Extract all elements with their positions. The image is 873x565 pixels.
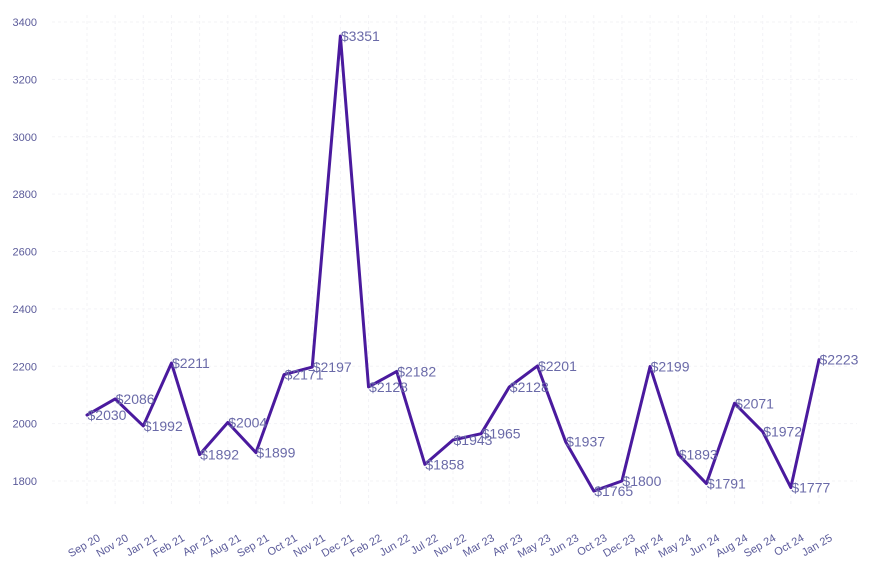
data-label: $1858 [425,456,464,472]
data-label: $1777 [791,480,830,496]
x-tick-label: Sep 21 [235,532,271,560]
data-label: $2004 [228,414,267,430]
x-tick-label: Jun 23 [547,532,582,559]
x-tick-label: Sep 24 [742,532,778,560]
x-tick-label: Nov 20 [94,532,130,560]
grid-lines [52,15,857,505]
x-tick-label: May 23 [516,532,553,560]
y-tick-label: 2800 [13,189,37,201]
y-tick-label: 2200 [13,361,37,373]
data-label: $1992 [144,418,183,434]
data-label: $2030 [88,407,127,423]
data-label: $1965 [482,426,521,442]
data-label: $2197 [313,359,352,375]
y-axis-ticks: 1800 2000 2200 2400 2600 2800 3000 3200 3400 [13,17,37,488]
data-label: $2182 [397,363,436,379]
data-label: $1899 [256,445,295,461]
data-label: $1972 [763,424,802,440]
data-label: $1800 [622,473,661,489]
data-label: $1943 [454,432,493,448]
y-tick-label: 1800 [13,476,37,488]
data-label: $1765 [594,483,633,499]
data-label: $2201 [538,358,577,374]
data-label: $1791 [707,476,746,492]
x-tick-label: Nov 22 [432,532,468,560]
data-label: $2171 [285,367,324,383]
y-tick-label: 2400 [13,304,37,316]
x-tick-label: Jan 25 [800,532,835,559]
x-tick-label: Mar 23 [461,532,497,560]
data-label: $2128 [510,379,549,395]
y-tick-label: 3000 [13,132,37,144]
series-line [85,34,821,493]
y-tick-label: 3200 [13,74,37,86]
data-label: $2223 [820,352,859,368]
x-tick-label: Jun 22 [378,532,413,559]
x-tick-label: Feb 22 [348,532,384,560]
y-tick-label: 3400 [13,17,37,29]
x-tick-label: Oct 24 [772,532,806,559]
data-labels: $2030$2086 $1992 $2211 $1892 $2004 $1899 $2171… [88,28,859,499]
data-label: $3351 [341,28,380,44]
data-label: $2199 [651,359,690,375]
x-tick-label: May 24 [656,532,693,560]
data-label: $2071 [735,395,774,411]
data-label: $2086 [116,391,155,407]
data-label: $2211 [172,355,210,371]
x-tick-label: Dec 23 [601,532,637,560]
data-label: $1892 [200,447,239,463]
data-label: $1937 [566,434,605,450]
x-tick-label: Feb 21 [151,532,187,560]
y-tick-label: 2000 [13,419,37,431]
y-tick-label: 2600 [13,247,37,259]
data-label: $2128 [369,379,408,395]
x-tick-label: Dec 21 [320,532,356,560]
data-label: $1893 [679,446,718,462]
